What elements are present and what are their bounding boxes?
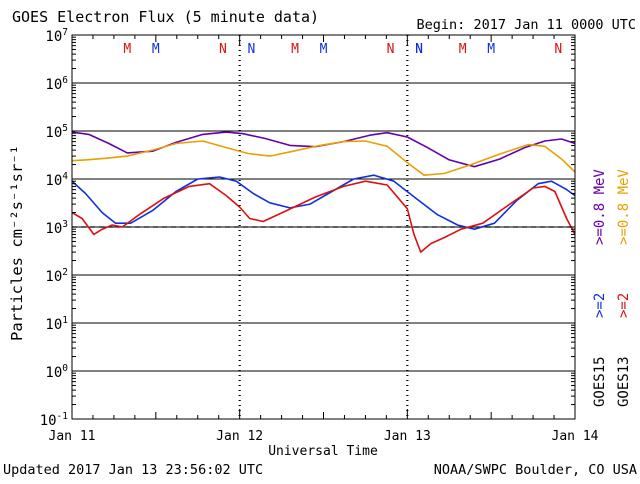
y-tick-label: 101 <box>45 315 68 333</box>
x-tick-label: Jan 11 <box>49 429 96 444</box>
data-series <box>71 131 576 253</box>
mn-marker: M <box>320 42 328 57</box>
mn-marker: N <box>247 42 255 57</box>
footer-credit: NOAA/SWPC Boulder, CO USA <box>434 462 637 478</box>
footer-updated: Updated 2017 Jan 13 23:56:02 UTC <box>3 462 263 478</box>
y-tick-label: 100 <box>45 363 68 381</box>
y-tick-label: 102 <box>45 267 68 285</box>
series-line-goes15-ge2 <box>71 174 576 230</box>
legend-goes13-lo: >=2 <box>616 293 632 318</box>
mn-markers: M M N N M M N N M M NN <box>123 42 562 57</box>
mn-marker: N <box>415 42 423 57</box>
series-line-goes13-ge2 <box>71 180 576 253</box>
x-tick-label: Jan 14 <box>552 429 599 444</box>
grid-lines <box>72 35 575 419</box>
mn-marker: M <box>123 42 131 57</box>
legend-goes13-name: GOES13 <box>616 356 632 407</box>
x-axis-label: Universal Time <box>268 444 378 459</box>
x-axis-ticks: Jan 11 Jan 12 Jan 13 Jan 14 <box>49 35 599 444</box>
begin-label: Begin: 2017 Jan 11 0000 UTC <box>417 17 636 33</box>
mn-marker: N <box>554 42 562 57</box>
y-tick-label: 107 <box>45 27 68 45</box>
y-tick-label: 105 <box>45 123 68 141</box>
legend-goes15-lo: >=2 <box>592 293 608 318</box>
y-tick-label: 104 <box>45 171 68 189</box>
y-tick-label: 106 <box>45 75 68 93</box>
mn-marker: M <box>152 42 160 57</box>
x-tick-label: Jan 12 <box>216 429 263 444</box>
mn-marker: N <box>219 42 227 57</box>
chart-title: GOES Electron Flux (5 minute data) <box>12 8 319 26</box>
mn-marker: M <box>291 42 299 57</box>
series-line-goes13-ge0-8-mev <box>71 140 576 176</box>
y-tick-label: 103 <box>45 219 68 237</box>
y-tick-label: 10-1 <box>40 411 69 429</box>
legend-goes15-hi: >=0.8 MeV <box>592 169 608 245</box>
y-axis-label: Particles cm⁻²s⁻¹sr⁻¹ <box>8 145 26 341</box>
mn-marker: M <box>487 42 495 57</box>
legend-goes13-hi: >=0.8 MeV <box>616 169 632 245</box>
y-axis-ticks: 107 106 105 104 103 102 101 100 10-1 <box>40 27 575 429</box>
mn-marker: N <box>387 42 395 57</box>
legend: GOES15 GOES13 >=2 >=2 >=0.8 MeV >=0.8 Me… <box>592 169 632 407</box>
mn-marker: M <box>459 42 467 57</box>
mn-marker: N <box>415 42 423 57</box>
x-tick-label: Jan 13 <box>384 429 431 444</box>
legend-goes15-name: GOES15 <box>592 356 608 407</box>
